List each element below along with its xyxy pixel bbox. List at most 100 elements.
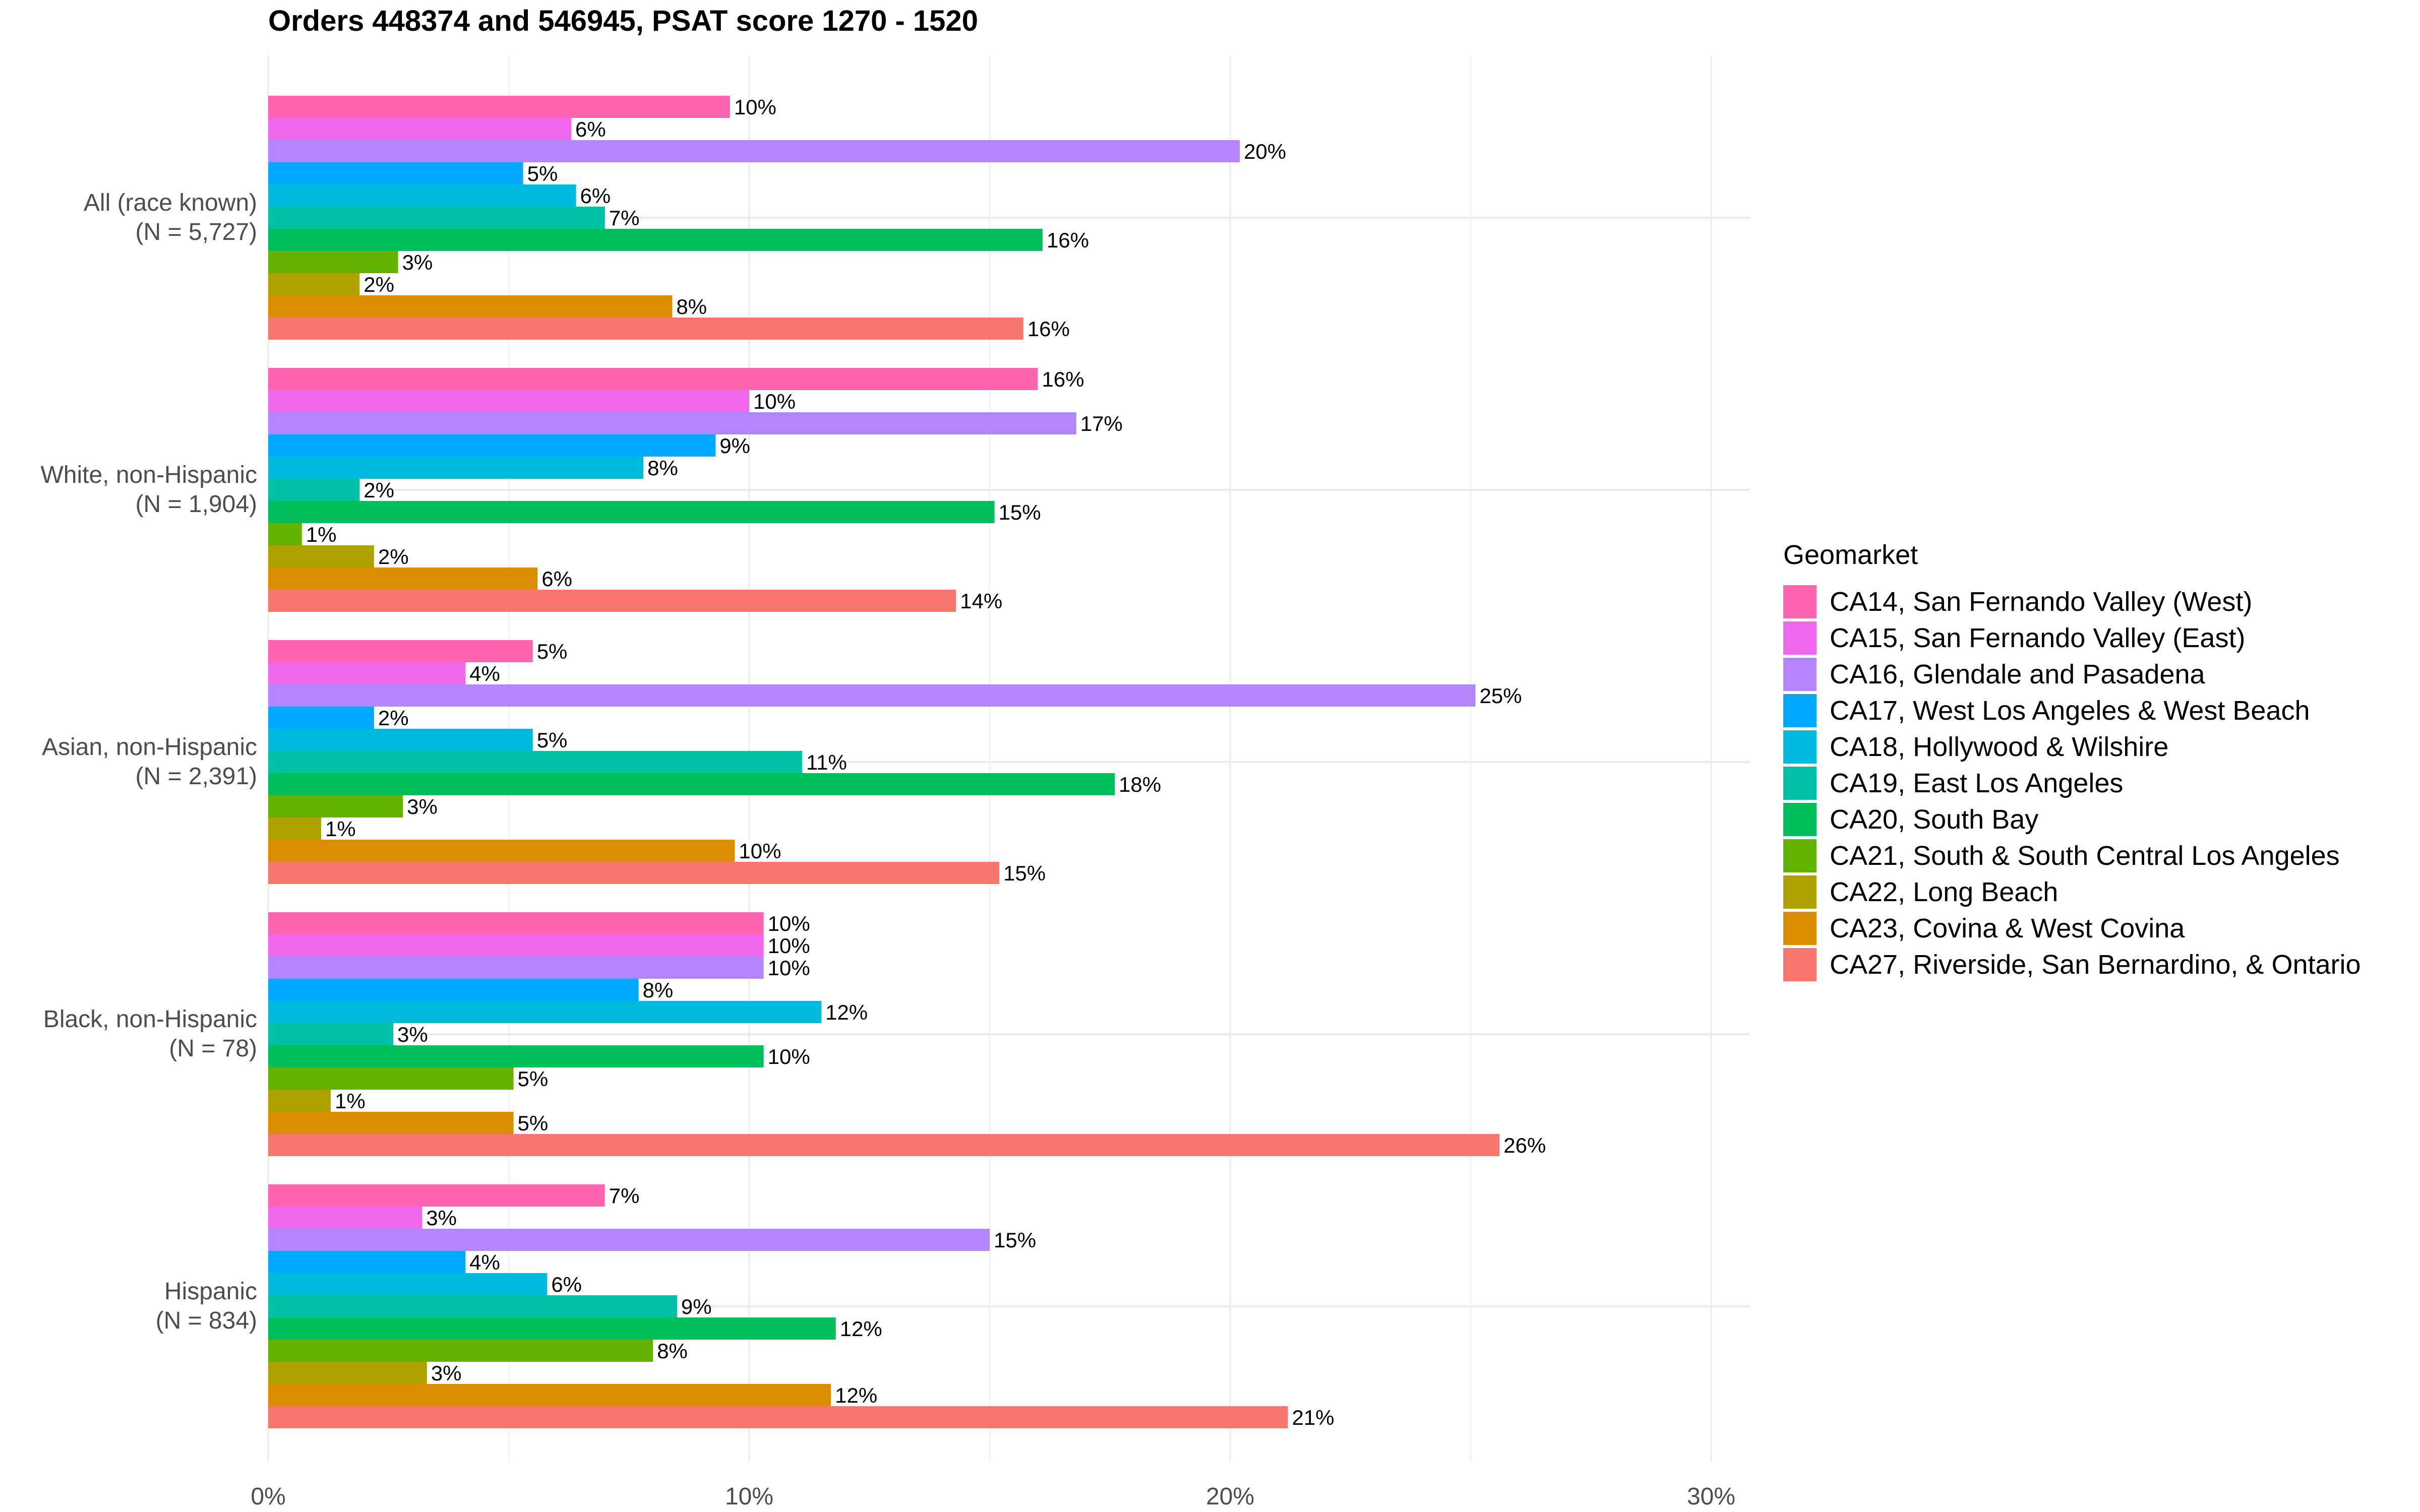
legend-swatch xyxy=(1783,730,1817,764)
y-tick-label: Asian, non-Hispanic (N = 2,391) xyxy=(42,734,257,790)
x-axis-tick-labels: 0% 10% 20% 30% xyxy=(251,1483,1735,1510)
legend-swatch xyxy=(1783,694,1817,727)
bar xyxy=(268,1384,831,1406)
data-label-background xyxy=(823,1002,864,1022)
legend-swatch xyxy=(1783,658,1817,691)
data-label-background xyxy=(765,958,806,978)
bar xyxy=(268,1406,1288,1428)
data-label-background xyxy=(578,185,607,206)
data-label: 8% xyxy=(643,978,674,1002)
bar xyxy=(268,1317,836,1340)
legend-item: CA17, West Los Angeles & West Beach xyxy=(1783,692,2361,729)
data-label: 12% xyxy=(835,1383,877,1407)
y-axis-tick-labels: All (race known) (N = 5,727) White, non-Hi… xyxy=(40,190,257,1334)
legend-label: CA15, San Fernando Valley (East) xyxy=(1830,623,2246,653)
bar xyxy=(268,273,360,295)
bar xyxy=(268,412,1076,434)
data-label: 6% xyxy=(541,567,572,591)
bar xyxy=(268,1273,548,1295)
bar xyxy=(268,184,576,207)
bar xyxy=(268,568,538,590)
data-label-background xyxy=(645,458,674,478)
data-label-background xyxy=(1242,141,1283,161)
data-label-background xyxy=(837,1318,878,1339)
data-label: 3% xyxy=(402,250,433,274)
legend-label: CA27, Riverside, San Bernardino, & Ontar… xyxy=(1830,950,2361,980)
data-label: 5% xyxy=(537,640,568,663)
legend-swatch xyxy=(1783,585,1817,618)
x-tick-label: 20% xyxy=(1206,1483,1254,1510)
y-tick-label: All (race known) (N = 5,727) xyxy=(84,190,257,245)
data-label-background xyxy=(534,641,563,661)
data-label-background xyxy=(1117,774,1158,794)
data-label: 16% xyxy=(1027,317,1070,341)
data-label-background xyxy=(534,730,563,750)
data-label-background xyxy=(405,796,434,816)
legend-item: CA14, San Fernando Valley (West) xyxy=(1783,584,2361,620)
data-label-background xyxy=(1501,1135,1542,1155)
data-labels: 10%6%20%5%6%7%16%3%2%8%16%16%10%17%9%8%2… xyxy=(304,95,1546,1429)
bar xyxy=(268,479,360,501)
data-label-background xyxy=(992,1230,1032,1250)
data-label-background xyxy=(539,569,568,589)
legend-title: Geomarket xyxy=(1783,540,1918,570)
legend-swatch xyxy=(1783,948,1817,981)
data-label-background xyxy=(467,663,496,683)
data-label: 10% xyxy=(768,956,810,980)
legend-items: CA14, San Fernando Valley (West) CA15, Sa… xyxy=(1783,584,2361,983)
bar xyxy=(268,934,764,957)
legend-label: CA17, West Los Angeles & West Beach xyxy=(1830,696,2310,726)
data-label: 5% xyxy=(518,1067,549,1091)
bar xyxy=(268,912,764,934)
legend-label: CA18, Hollywood & Wilshire xyxy=(1830,732,2169,762)
data-label: 5% xyxy=(518,1111,549,1135)
legend-item: CA16, Glendale and Pasadena xyxy=(1783,656,2361,692)
bar xyxy=(268,368,1038,390)
data-label: 16% xyxy=(1042,367,1084,391)
data-label: 10% xyxy=(734,95,776,119)
data-label-background xyxy=(333,1091,361,1111)
bar xyxy=(268,523,302,545)
data-label: 15% xyxy=(999,500,1041,524)
data-label: 14% xyxy=(960,589,1002,613)
data-label: 9% xyxy=(719,434,750,458)
data-label: 8% xyxy=(676,295,707,319)
data-label: 11% xyxy=(806,750,847,774)
bar xyxy=(268,162,523,184)
data-label: 6% xyxy=(575,117,606,141)
data-label: 8% xyxy=(657,1339,688,1363)
data-label: 1% xyxy=(335,1089,366,1113)
bar xyxy=(268,862,1000,884)
bar xyxy=(268,457,644,479)
bar xyxy=(268,1045,764,1067)
legend-item: CA18, Hollywood & Wilshire xyxy=(1783,729,2361,765)
data-label: 2% xyxy=(364,273,394,296)
bar xyxy=(268,1295,677,1317)
bar xyxy=(268,207,605,229)
data-label-background xyxy=(376,708,404,728)
data-label-background xyxy=(958,591,999,611)
bar xyxy=(268,1112,514,1134)
data-label: 10% xyxy=(768,1045,810,1068)
x-tick-label: 0% xyxy=(251,1483,285,1510)
legend-swatch xyxy=(1783,875,1817,909)
data-label-background xyxy=(376,546,404,566)
legend-item: CA20, South Bay xyxy=(1783,801,2361,838)
data-label: 6% xyxy=(580,184,611,208)
x-tick-label: 30% xyxy=(1687,1483,1735,1510)
legend-swatch xyxy=(1783,803,1817,836)
data-label-background xyxy=(395,1024,424,1044)
data-label: 5% xyxy=(527,162,558,185)
bar xyxy=(268,140,1240,162)
data-label-background xyxy=(429,1363,457,1383)
bar xyxy=(268,1251,466,1273)
data-label-background xyxy=(607,1185,635,1206)
bar xyxy=(268,1090,331,1112)
bar xyxy=(268,957,764,979)
data-label-background xyxy=(1477,685,1518,706)
bar xyxy=(268,1067,514,1090)
legend-label: CA21, South & South Central Los Angeles xyxy=(1830,841,2340,871)
data-label: 7% xyxy=(609,1184,640,1208)
data-label-background xyxy=(679,1296,707,1316)
